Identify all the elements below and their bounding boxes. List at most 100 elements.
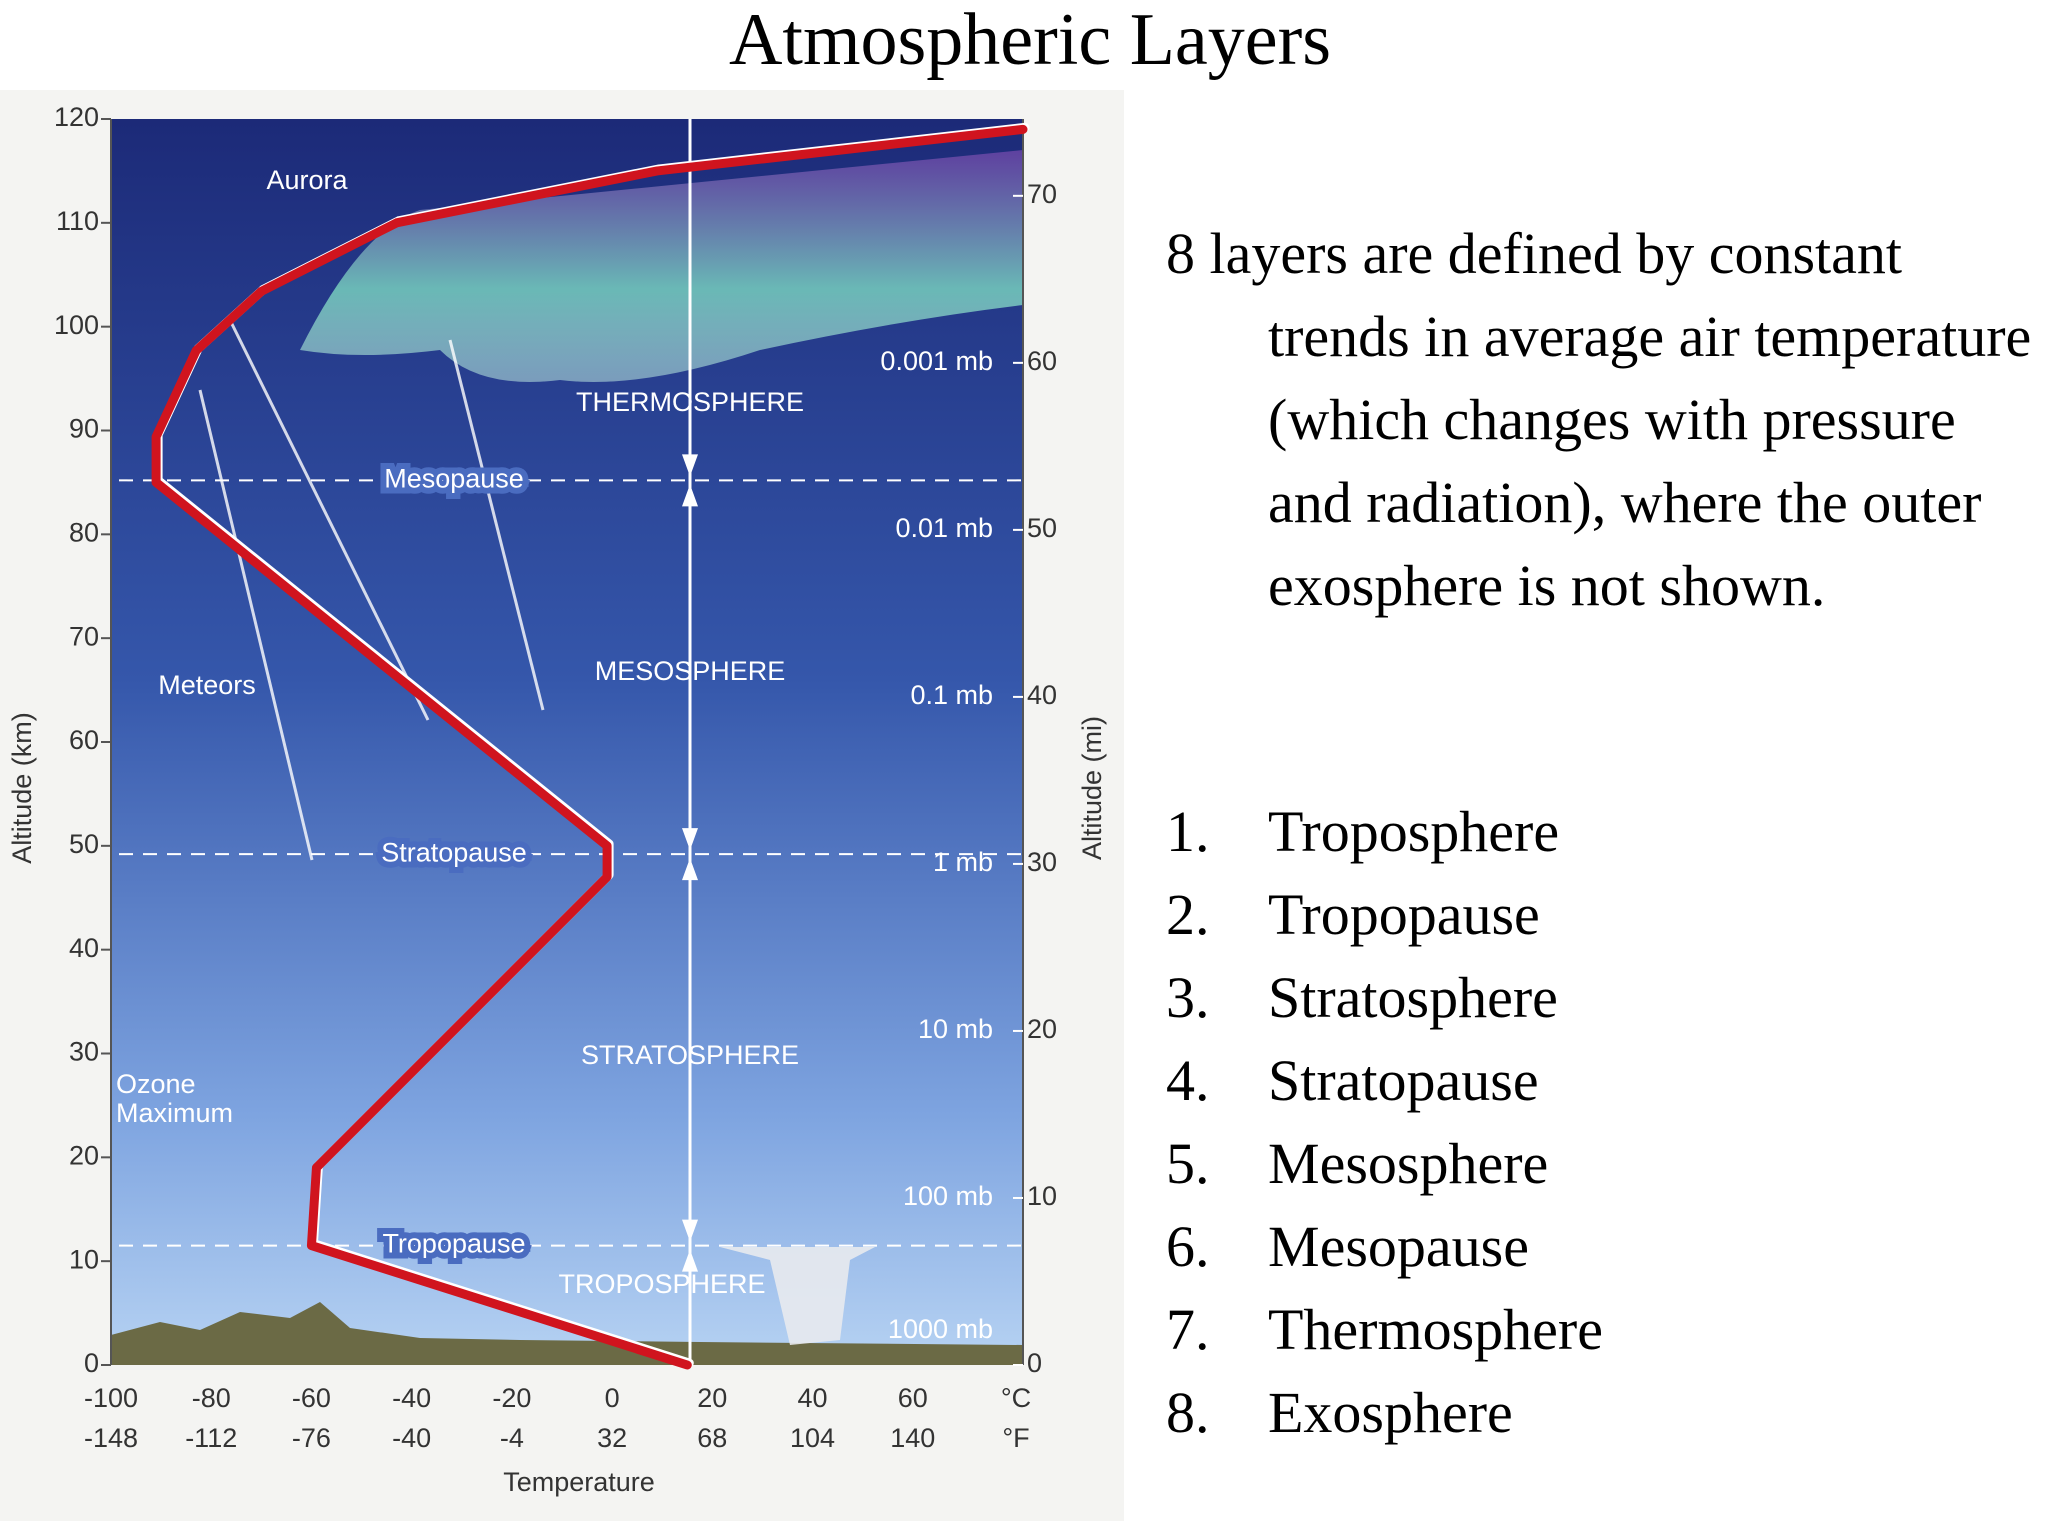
y-tick-label: 100: [54, 310, 99, 340]
y-tick-label: 50: [69, 829, 99, 859]
arrow-head: [682, 1219, 698, 1242]
list-marker: 5.: [1166, 1131, 1210, 1196]
list-text: Thermosphere: [1268, 1297, 1603, 1362]
list-item: 6. Mesopause: [1166, 1205, 1603, 1288]
list-item: 8. Exosphere: [1166, 1371, 1603, 1454]
meteor-trails: [198, 319, 545, 861]
x2-tick-label: -148: [84, 1423, 138, 1453]
y-tick-label: 30: [69, 1037, 99, 1067]
y-tick-label: 110: [56, 206, 99, 236]
layer-label: THERMOSPHERE: [576, 387, 804, 417]
list-text: Mesopause: [1268, 1214, 1529, 1279]
x2-tick-label: -40: [392, 1423, 431, 1453]
layer-label: MESOSPHERE: [595, 656, 786, 686]
list-marker: 1.: [1166, 799, 1210, 864]
list-item: 1. Troposphere: [1166, 790, 1603, 873]
list-marker: 2.: [1166, 882, 1210, 947]
arrow-head: [682, 828, 698, 851]
x-tick-label: 60: [898, 1383, 928, 1413]
list-item: 4. Stratopause: [1166, 1039, 1603, 1122]
pressure-label: 0.1 mb: [910, 680, 993, 710]
x-unit: °C: [1001, 1383, 1031, 1413]
layer-label: TROPOSPHERE: [558, 1269, 765, 1299]
pressure-label: 10 mb: [918, 1014, 993, 1044]
list-text: Stratopause: [1268, 1048, 1539, 1113]
list-text: Tropopause: [1268, 882, 1540, 947]
x2-tick-label: 140: [890, 1423, 935, 1453]
y2-tick-label: 50: [1027, 513, 1057, 543]
y2-tick-label: 20: [1027, 1014, 1057, 1044]
x-tick-label: -40: [392, 1383, 431, 1413]
x-axis-label: Temperature: [503, 1467, 655, 1497]
x2-tick-label: 32: [597, 1423, 627, 1453]
pressure-label: 0.001 mb: [880, 346, 993, 376]
y2-tick-label: 70: [1027, 179, 1057, 209]
ground: [111, 1302, 1023, 1365]
y-tick-label: 20: [69, 1140, 99, 1170]
list-item: 5. Mesosphere: [1166, 1122, 1603, 1205]
annotation: Aurora: [266, 165, 348, 195]
boundary-label: Stratopause: [381, 837, 527, 867]
arrow-head: [682, 484, 698, 507]
x-tick-label: -100: [84, 1383, 138, 1413]
y-axis-label: Altitude (km): [7, 712, 37, 864]
y2-tick-label: 0: [1027, 1348, 1042, 1378]
list-item: 7. Thermosphere: [1166, 1288, 1603, 1371]
x-tick-label: -80: [192, 1383, 231, 1413]
list-marker: 3.: [1166, 965, 1210, 1030]
y-tick-label: 80: [69, 517, 99, 547]
figure: Altitude (km) Altitude (mi) Temperature …: [0, 90, 1124, 1521]
boundary-label: Tropopause: [382, 1229, 525, 1259]
y-tick-label: 120: [54, 102, 99, 132]
pressure-label: 1 mb: [933, 847, 993, 877]
y-tick-label: 90: [69, 414, 99, 444]
y2-tick-label: 10: [1027, 1181, 1057, 1211]
y-tick-label: 60: [69, 725, 99, 755]
list-text: Stratosphere: [1268, 965, 1558, 1030]
list-marker: 7.: [1166, 1297, 1210, 1362]
annotation: Meteors: [158, 670, 256, 700]
y-tick-label: 70: [69, 621, 99, 651]
description: 8 layers are defined by constant trends …: [1166, 221, 2032, 618]
pressure-label: 1000 mb: [888, 1314, 993, 1344]
list-marker: 6.: [1166, 1214, 1210, 1279]
boundary-label: Mesopause: [384, 463, 524, 493]
x2-tick-label: -112: [185, 1423, 237, 1453]
arrow-head: [682, 858, 698, 881]
pressure-label: 0.01 mb: [895, 513, 993, 543]
list-marker: 8.: [1166, 1380, 1210, 1445]
list-text: Troposphere: [1268, 799, 1560, 864]
annotation: Ozone: [116, 1069, 196, 1099]
list-text: Exosphere: [1268, 1380, 1513, 1445]
y-tick-label: 10: [69, 1244, 99, 1274]
pressure-label: 100 mb: [903, 1181, 993, 1211]
x-tick-label: -60: [292, 1383, 331, 1413]
cloud: [720, 1247, 875, 1345]
x-tick-label: 0: [605, 1383, 620, 1413]
arrow-head: [682, 1249, 698, 1272]
x-tick-label: -20: [492, 1383, 531, 1413]
layer-list: 1. Troposphere 2. Tropopause 3. Stratosphere 4…: [1166, 790, 1603, 1454]
arrow-head: [682, 454, 698, 477]
layer-label: STRATOSPHERE: [581, 1040, 799, 1070]
y-tick-label: 0: [84, 1348, 99, 1378]
list-marker: 4.: [1166, 1048, 1210, 1113]
x2-tick-label: 104: [790, 1423, 835, 1453]
x2-tick-label: 68: [697, 1423, 727, 1453]
y-tick-label: 40: [69, 933, 99, 963]
y2-tick-label: 40: [1027, 680, 1057, 710]
y2-tick-label: 60: [1027, 346, 1057, 376]
list-item: 2. Tropopause: [1166, 873, 1603, 956]
x2-unit: °F: [1002, 1423, 1029, 1453]
x2-tick-label: -76: [292, 1423, 331, 1453]
slide-title: Atmospheric Layers: [728, 0, 1332, 81]
annotation: Maximum: [116, 1098, 233, 1128]
temperature-profile: [151, 124, 1028, 1370]
x-tick-label: 40: [798, 1383, 828, 1413]
list-item: 3. Stratosphere: [1166, 956, 1603, 1039]
x-tick-label: 20: [697, 1383, 727, 1413]
x2-tick-label: -4: [500, 1423, 524, 1453]
y2-tick-label: 30: [1027, 847, 1057, 877]
y2-axis-label: Altitude (mi): [1077, 716, 1107, 860]
